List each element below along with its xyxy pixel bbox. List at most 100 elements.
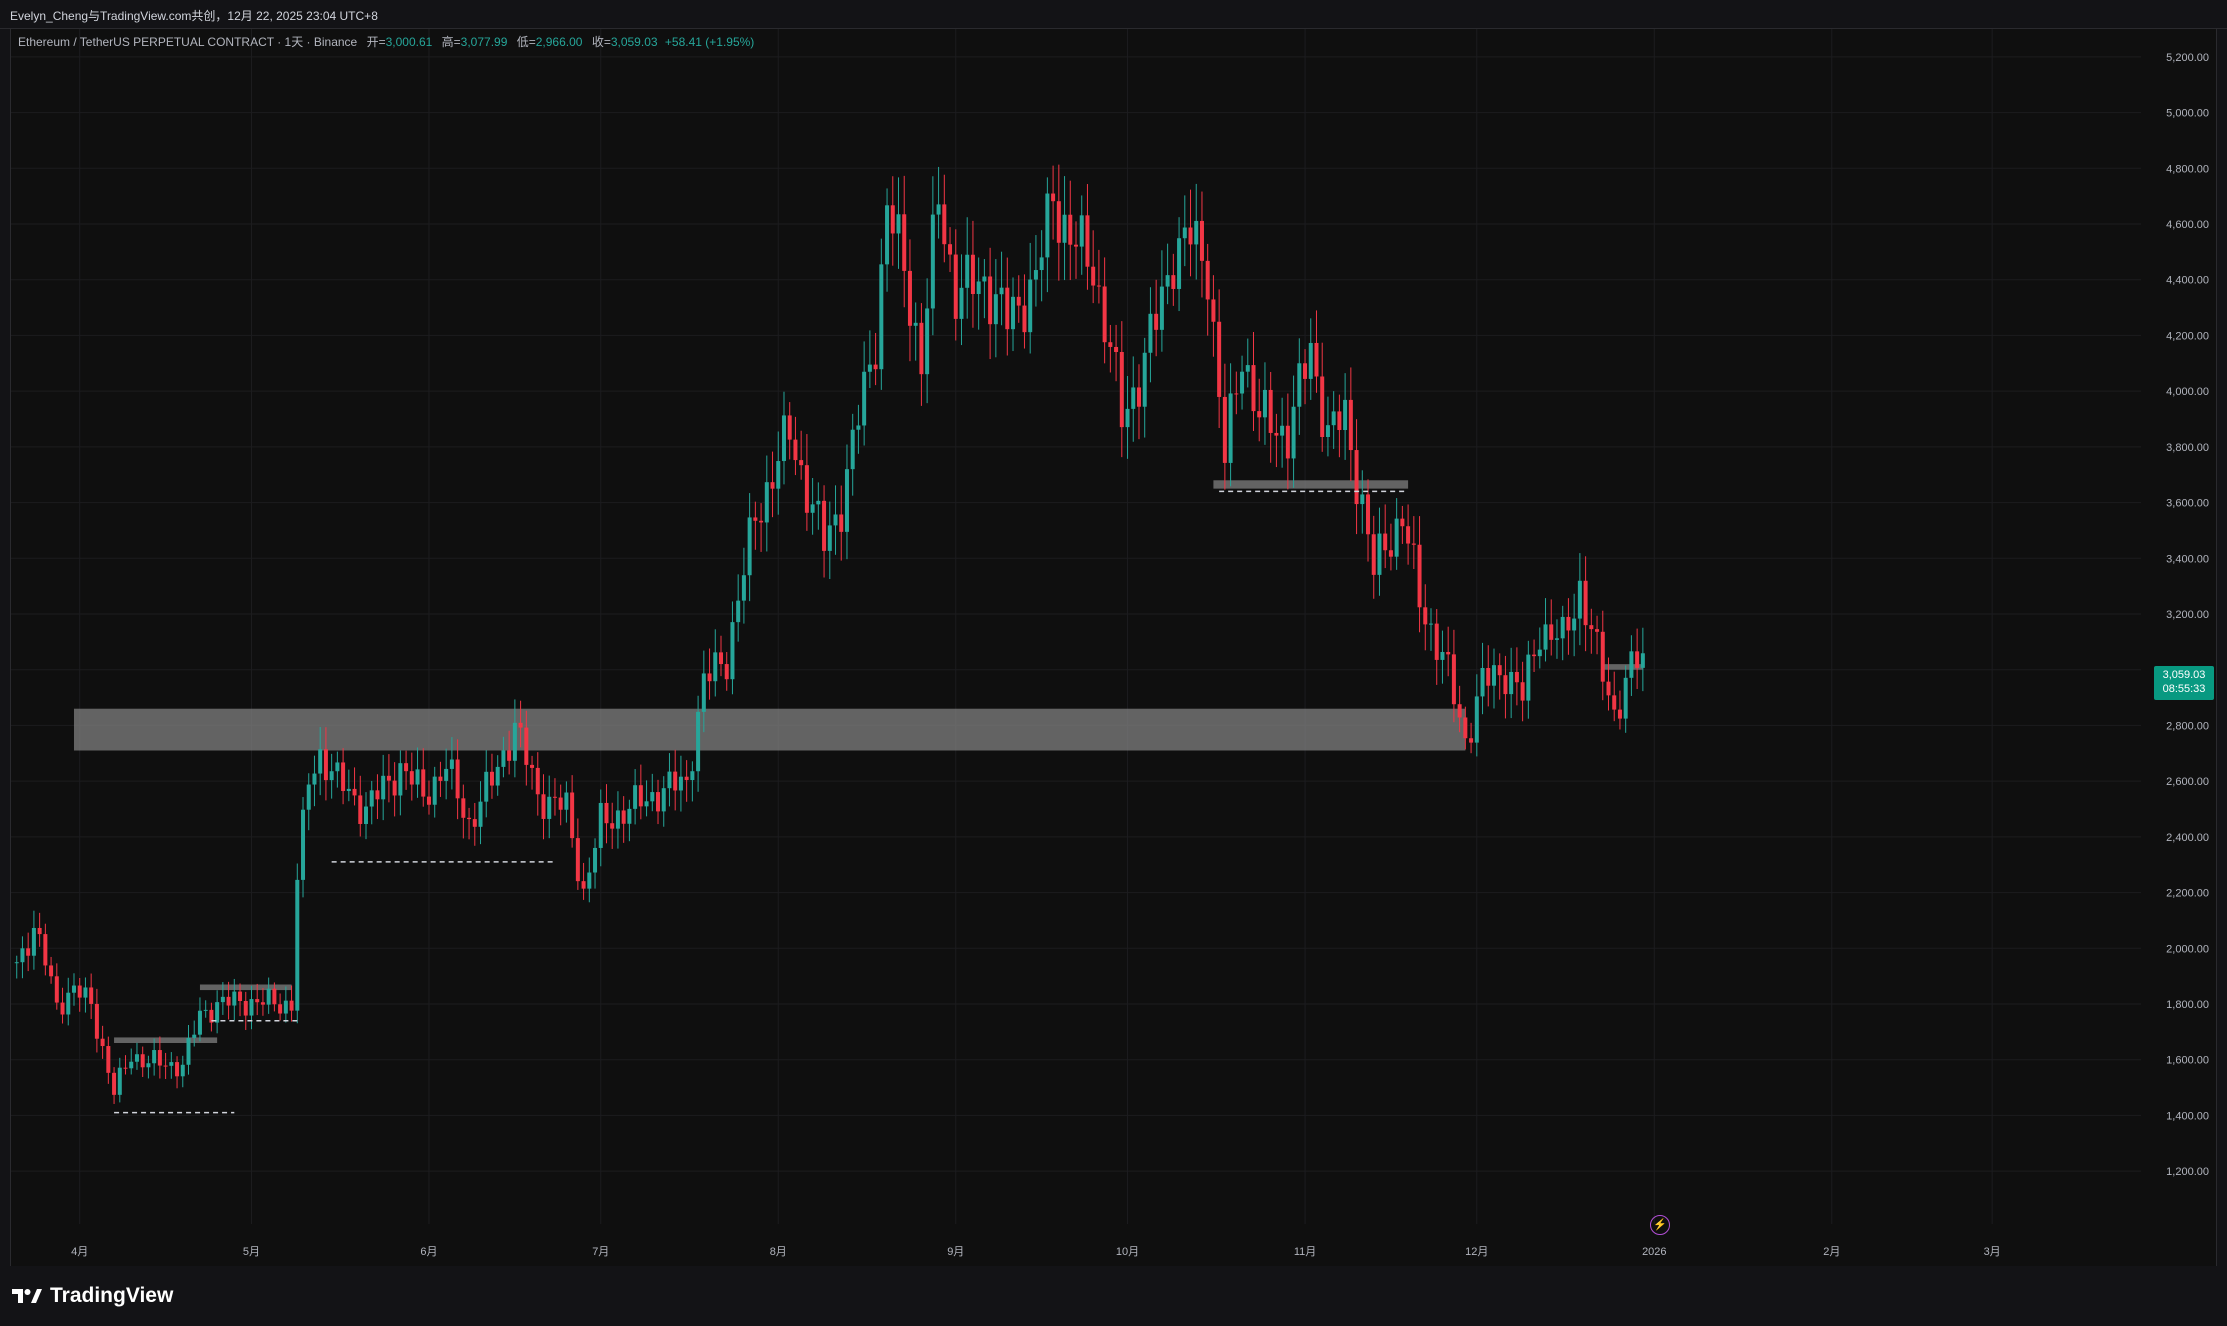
candle	[781, 391, 786, 485]
candle	[249, 985, 254, 1030]
support-zone	[73, 708, 1466, 751]
candle	[283, 986, 288, 1023]
candle-body	[1572, 618, 1577, 631]
candle-body	[1417, 544, 1422, 608]
candle	[1463, 706, 1468, 750]
candle	[220, 982, 225, 1015]
candle	[564, 781, 569, 823]
candle-body	[930, 214, 935, 309]
candle	[753, 501, 758, 550]
candle	[1388, 523, 1393, 571]
x-tick-label: 9月	[947, 1246, 964, 1258]
candle	[444, 748, 449, 800]
candle	[495, 755, 500, 796]
high-value: 3,077.99	[460, 35, 508, 49]
candle-body	[1051, 193, 1056, 202]
candle-body	[1526, 654, 1531, 701]
candle-body	[507, 750, 512, 761]
candle-body	[1400, 518, 1405, 527]
candle-body	[919, 322, 924, 375]
candle-body	[799, 460, 804, 466]
candle	[747, 493, 752, 602]
candle-body	[850, 429, 855, 470]
candle-body	[363, 806, 369, 824]
candle-body	[1337, 411, 1342, 431]
candle-body	[627, 808, 632, 824]
price-chart[interactable]: 1,200.00 1,400.00 1,600.00 1,800.00 2,000.00…	[11, 29, 2216, 1266]
candle	[1434, 609, 1439, 685]
candle-body	[661, 788, 666, 812]
candle-body	[1532, 654, 1537, 657]
candle-body	[1056, 201, 1061, 243]
candle-body	[885, 205, 890, 265]
candle-body	[862, 371, 867, 426]
candle-body	[1383, 533, 1388, 551]
candle-body	[1406, 526, 1411, 544]
y-tick-label: 1,400.00	[2166, 1110, 2209, 1122]
candle	[1171, 253, 1176, 306]
candle-body	[1474, 696, 1479, 743]
candle-body	[146, 1063, 151, 1068]
candle	[358, 775, 363, 837]
candle-body	[1394, 518, 1399, 557]
candle-body	[289, 1000, 294, 1011]
candle-body	[1469, 738, 1474, 743]
candle-body	[83, 987, 88, 998]
candle	[54, 963, 59, 1010]
candle	[1136, 364, 1141, 440]
candle	[1457, 685, 1462, 733]
candle-body	[1028, 279, 1033, 333]
candle	[667, 753, 672, 807]
candle-body	[993, 294, 998, 325]
candle-body	[839, 514, 844, 532]
top-bar: Evelyn_Cheng与TradingView.com共创，12月 22, 2…	[0, 0, 2227, 29]
candle	[1377, 507, 1382, 596]
candle	[1366, 479, 1371, 562]
candle-body	[203, 1009, 208, 1011]
candle	[1612, 671, 1617, 722]
candle-body	[1600, 631, 1605, 682]
candle-body	[283, 1000, 288, 1014]
candle	[260, 988, 265, 1016]
candle	[839, 485, 844, 561]
y-axis: 1,200.00 1,400.00 1,600.00 1,800.00 2,000.00…	[2166, 52, 2209, 1178]
tradingview-logo[interactable]: TradingView	[12, 1284, 173, 1308]
x-tick-label: 4月	[71, 1246, 88, 1258]
candle	[323, 727, 328, 801]
tradingview-wordmark: TradingView	[50, 1284, 174, 1307]
candle-body	[610, 823, 615, 829]
candle	[587, 857, 592, 903]
candle	[896, 177, 901, 269]
y-tick-label: 2,800.00	[2166, 720, 2209, 732]
candle	[638, 764, 643, 820]
candle-body	[1583, 580, 1588, 626]
candle	[1635, 628, 1640, 690]
candle	[713, 629, 718, 697]
candle	[1337, 394, 1342, 458]
candle-body	[37, 927, 42, 935]
candle-body	[764, 482, 769, 523]
candle-body	[180, 1064, 185, 1077]
candle	[970, 220, 975, 328]
y-tick-label: 3,600.00	[2166, 498, 2209, 510]
lightning-circle-icon[interactable]: ⚡	[1650, 1215, 1670, 1235]
candle	[123, 1055, 128, 1075]
candle-body	[169, 1062, 174, 1066]
candle-body	[346, 788, 351, 792]
candle	[593, 838, 598, 889]
candle	[1623, 665, 1628, 733]
candle-body	[564, 792, 569, 810]
candle	[1131, 356, 1136, 442]
chart-panel[interactable]: 1,200.00 1,400.00 1,600.00 1,800.00 2,000.00…	[10, 28, 2217, 1267]
candle-body	[644, 801, 649, 807]
candle-body	[1142, 352, 1147, 407]
candle	[530, 755, 535, 790]
candle-body	[398, 763, 403, 796]
candle	[31, 910, 36, 970]
candle	[134, 1042, 139, 1070]
candle	[1148, 287, 1153, 383]
candle	[598, 789, 603, 867]
candle	[1039, 230, 1044, 302]
candle	[426, 780, 431, 815]
x-tick-label: 10月	[1116, 1246, 1139, 1258]
